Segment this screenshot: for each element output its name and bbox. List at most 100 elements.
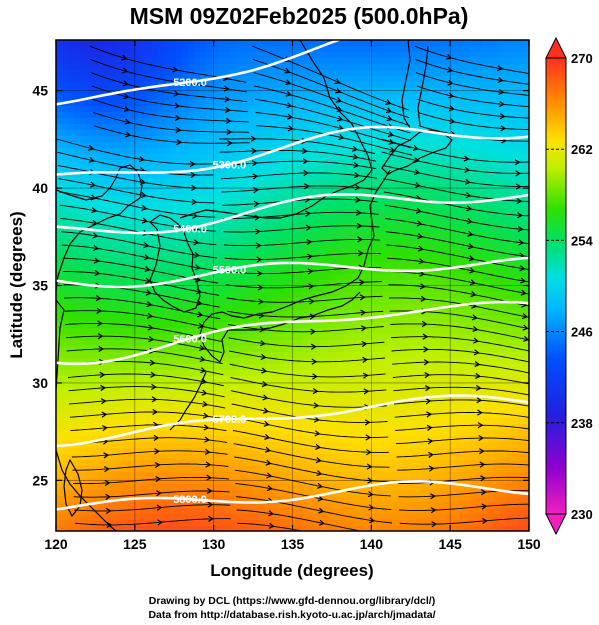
wind-arrowhead	[430, 507, 437, 514]
wind-arrowhead	[105, 507, 112, 515]
wind-arrowhead	[315, 443, 322, 450]
streamline	[70, 424, 227, 432]
colorbar-tick-label: 230	[571, 507, 593, 522]
contour-label-5200: 5200.0	[173, 77, 207, 89]
wind-arrowhead	[97, 333, 104, 340]
streamline	[230, 377, 387, 393]
streamline	[252, 45, 409, 111]
wind-arrowhead	[155, 490, 162, 497]
streamline	[56, 138, 213, 165]
wind-arrowhead	[122, 80, 129, 87]
streamline	[66, 348, 223, 365]
wind-arrowhead	[140, 192, 147, 199]
wind-arrowhead	[463, 155, 470, 162]
colorbar-tick-label: 262	[571, 142, 593, 157]
wind-arrowhead	[205, 461, 212, 468]
streamline	[229, 363, 386, 378]
wind-arrowhead	[366, 449, 372, 456]
wind-arrowhead	[255, 228, 261, 235]
wind-arrowhead	[305, 224, 312, 231]
wind-arrowhead	[521, 313, 528, 320]
wind-arrowhead	[253, 200, 260, 207]
wind-arrowhead	[144, 266, 151, 273]
wind-arrowhead	[148, 336, 155, 343]
streamline	[382, 165, 529, 188]
wind-arrowhead	[145, 277, 152, 284]
wind-arrowhead	[522, 324, 529, 331]
wind-arrowhead	[366, 463, 373, 470]
wind-arrowhead	[469, 267, 476, 274]
x-tick-label: 125	[123, 536, 147, 552]
wind-arrowhead	[302, 158, 309, 165]
wind-arrowhead	[262, 394, 269, 401]
wind-arrowhead	[363, 388, 370, 395]
streamline	[385, 218, 529, 244]
y-tick-label: 25	[32, 472, 48, 488]
wind-arrowhead	[308, 298, 315, 305]
x-tick-label: 130	[202, 536, 226, 552]
wind-arrowhead	[475, 384, 482, 392]
streamline	[228, 337, 385, 348]
contour-line-5300	[56, 125, 529, 176]
wind-arrowhead	[268, 510, 275, 517]
wind-arrowhead	[103, 466, 110, 473]
wind-arrowhead	[466, 205, 473, 212]
streamline	[395, 437, 529, 445]
wind-arrowhead	[415, 207, 422, 214]
streamline	[236, 509, 364, 531]
wind-arrowhead	[420, 295, 427, 302]
coastline-korea	[149, 214, 201, 313]
wind-arrowhead	[520, 277, 527, 284]
credit-line-1: Drawing by DCL (https://www.gfd-dennou.o…	[149, 595, 435, 607]
streamline	[236, 496, 393, 524]
streamline	[253, 72, 410, 126]
streamline	[386, 244, 529, 270]
wind-arrowhead	[143, 242, 150, 249]
streamline	[69, 411, 226, 420]
streamline	[387, 271, 529, 295]
wind-arrowhead	[106, 521, 113, 529]
wind-arrowhead	[388, 138, 395, 145]
wind-arrowhead	[467, 243, 475, 250]
wind-arrowhead	[518, 239, 525, 246]
wind-arrowhead	[312, 387, 319, 395]
streamline	[220, 172, 377, 180]
wind-arrowhead	[481, 503, 488, 510]
streamline	[415, 72, 529, 96]
wind-arrowhead	[173, 90, 180, 97]
streamline	[384, 204, 529, 231]
wind-arrowhead	[417, 233, 424, 240]
wind-arrowhead	[335, 97, 342, 103]
streamline	[237, 522, 305, 531]
wind-arrowhead	[464, 178, 471, 185]
wind-arrowhead	[99, 371, 106, 378]
streamline	[219, 138, 376, 155]
wind-arrowhead	[268, 522, 275, 529]
contour-label-5400: 5400.0	[173, 223, 207, 235]
wind-arrowhead	[515, 170, 522, 177]
wind-arrowhead	[256, 256, 263, 263]
wind-arrowhead	[155, 475, 162, 483]
streamline	[392, 361, 529, 374]
y-tick-label: 40	[32, 180, 48, 196]
wind-arrowhead	[261, 380, 268, 388]
wind-arrowhead	[150, 371, 157, 378]
streamline	[90, 59, 247, 93]
wind-arrowhead	[311, 358, 318, 365]
wind-arrowhead	[335, 87, 342, 94]
wind-arrowhead	[100, 398, 107, 405]
wind-arrowhead	[175, 126, 182, 134]
wind-arrowhead	[473, 349, 480, 356]
streamline	[223, 225, 380, 233]
wind-arrowhead	[260, 353, 267, 360]
wind-arrowhead	[514, 159, 521, 166]
wind-arrowhead	[266, 472, 273, 479]
wind-arrowhead	[338, 134, 345, 141]
x-tick-label: 150	[517, 536, 541, 552]
wind-arrowhead	[446, 66, 453, 73]
streamline	[415, 59, 529, 85]
wind-arrowhead	[154, 461, 161, 469]
streamline	[255, 112, 412, 149]
streamline	[64, 297, 221, 320]
